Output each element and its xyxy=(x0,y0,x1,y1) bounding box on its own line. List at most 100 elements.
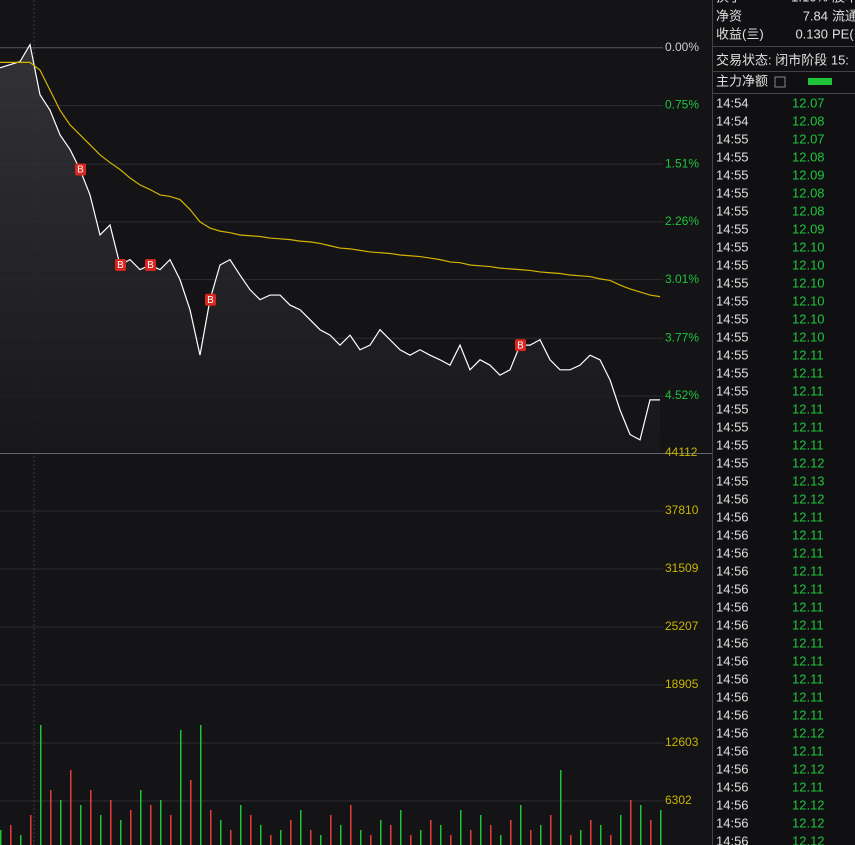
volume-bar xyxy=(640,805,642,845)
trade-price: 12.10 xyxy=(792,293,825,308)
trade-price: 12.12 xyxy=(792,815,825,830)
volume-bar xyxy=(650,819,652,845)
trade-price: 12.09 xyxy=(792,221,825,236)
info-value: 7.84 xyxy=(803,8,828,23)
buy-label: B xyxy=(517,340,524,351)
trade-time: 14:56 xyxy=(716,707,749,722)
volume-bar xyxy=(300,809,302,845)
trade-time: 14:55 xyxy=(716,149,749,164)
volume-bar xyxy=(290,819,292,845)
volume-bar xyxy=(250,814,252,845)
volume-bar xyxy=(530,830,532,845)
trade-price: 12.08 xyxy=(792,203,825,218)
volume-bar xyxy=(240,805,242,845)
volume-bar xyxy=(30,814,32,845)
volume-bar xyxy=(470,830,472,845)
trade-time: 14:55 xyxy=(716,473,749,488)
trade-price: 12.10 xyxy=(792,239,825,254)
trade-time: 14:56 xyxy=(716,653,749,668)
info-label: 流通 xyxy=(832,8,855,23)
trade-time: 14:55 xyxy=(716,365,749,380)
volume-bar xyxy=(480,814,482,845)
volume-bar xyxy=(570,835,572,845)
y-tick-label: 2.26% xyxy=(665,214,699,228)
trade-time: 14:56 xyxy=(716,833,749,845)
trade-time: 14:55 xyxy=(716,437,749,452)
y-tick-label: 3.77% xyxy=(665,330,699,344)
buy-marker xyxy=(205,293,216,306)
trade-price: 12.11 xyxy=(792,671,824,686)
volume-bar xyxy=(10,825,12,845)
trade-time: 14:54 xyxy=(716,113,749,128)
trade-time: 14:55 xyxy=(716,401,749,416)
trade-time: 14:55 xyxy=(716,239,749,254)
price-line xyxy=(0,61,661,298)
volume-bar xyxy=(600,825,602,845)
volume-bar xyxy=(500,835,502,845)
trade-price: 12.12 xyxy=(792,491,825,506)
trade-time: 14:56 xyxy=(716,689,749,704)
trade-time: 14:55 xyxy=(716,221,749,236)
trade-time: 14:56 xyxy=(716,743,749,758)
trade-time: 14:55 xyxy=(716,455,749,470)
info-value: 0.130 xyxy=(795,26,828,41)
info-value: 1.10% xyxy=(791,0,828,4)
y-tick-label: 37810 xyxy=(665,503,699,517)
info-label: 净资 xyxy=(716,8,742,23)
volume-bar xyxy=(0,830,2,845)
trade-price: 12.10 xyxy=(792,257,825,272)
buy-marker xyxy=(75,163,86,176)
trade-status: 交易状态: 闭市阶段 15: xyxy=(716,52,849,67)
volume-bar xyxy=(230,830,232,845)
volume-bar xyxy=(590,819,592,845)
info-label: 换手 xyxy=(716,0,742,4)
trade-time: 14:55 xyxy=(716,167,749,182)
info-label: PE( xyxy=(832,26,854,41)
volume-bar xyxy=(520,805,522,845)
volume-bar xyxy=(510,819,512,845)
volume-bar xyxy=(160,799,162,845)
trade-time: 14:56 xyxy=(716,725,749,740)
volume-bar xyxy=(630,799,632,845)
trade-price: 12.12 xyxy=(792,761,825,776)
trade-time: 14:56 xyxy=(716,635,749,650)
trade-price: 12.08 xyxy=(792,149,825,164)
volume-bar xyxy=(550,814,552,845)
volume-bar xyxy=(280,830,282,845)
trade-time: 14:56 xyxy=(716,617,749,632)
trade-price: 12.11 xyxy=(792,347,824,362)
trade-price: 12.11 xyxy=(792,599,824,614)
volume-bar xyxy=(360,830,362,845)
volume-bar xyxy=(340,825,342,845)
buy-marker xyxy=(515,339,526,352)
trade-price: 12.12 xyxy=(792,455,825,470)
y-tick-label: 6302 xyxy=(665,793,692,807)
volume-bar xyxy=(560,769,562,845)
trade-time: 14:55 xyxy=(716,203,749,218)
volume-bar xyxy=(80,805,82,845)
volume-bar xyxy=(220,819,222,845)
volume-bar xyxy=(540,825,542,845)
trade-price: 12.11 xyxy=(792,383,824,398)
y-tick-label: 25207 xyxy=(665,619,699,633)
trade-price: 12.10 xyxy=(792,329,825,344)
volume-bar xyxy=(610,835,612,845)
info-panel: 交易状态: 闭市阶段 15: 主力净额 xyxy=(716,52,849,88)
volume-bar xyxy=(130,809,132,845)
buy-label: B xyxy=(117,260,124,271)
volume-bar xyxy=(20,835,22,845)
volume-bar xyxy=(620,814,622,845)
trade-time: 14:56 xyxy=(716,527,749,542)
trade-price: 12.11 xyxy=(792,581,824,596)
volume-bar xyxy=(40,724,42,845)
trade-time: 14:56 xyxy=(716,491,749,506)
trade-price: 12.11 xyxy=(792,545,824,560)
y-tick-label: 44112 xyxy=(665,445,698,459)
volume-bar xyxy=(380,819,382,845)
volume-bar xyxy=(460,809,462,845)
price-area xyxy=(0,44,660,453)
y-tick-label: 4.52% xyxy=(665,388,699,402)
y-tick-label: 0.75% xyxy=(665,98,699,112)
